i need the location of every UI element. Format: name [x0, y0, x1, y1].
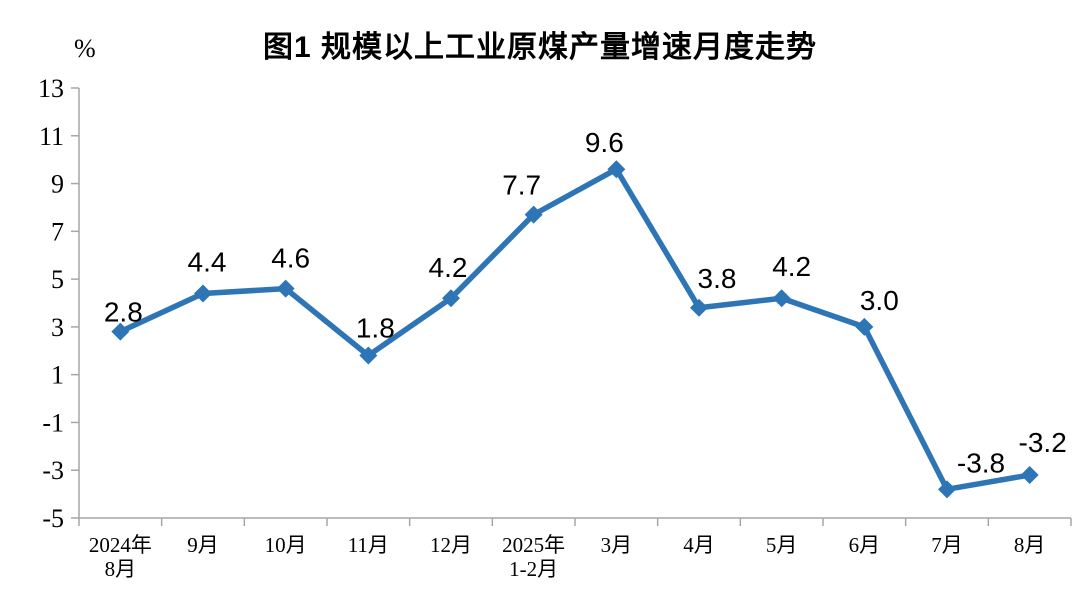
- data-point-marker: [855, 317, 874, 336]
- data-point-marker: [938, 480, 956, 499]
- data-point-label: 9.6: [585, 127, 624, 158]
- data-point-label: 7.7: [502, 170, 541, 201]
- x-axis-category-label: 6月: [849, 533, 881, 557]
- data-point-label: 4.2: [429, 252, 468, 283]
- y-axis-tick-label: -5: [42, 504, 64, 533]
- data-point-label: 4.6: [271, 243, 310, 274]
- y-axis-tick-label: 1: [51, 361, 64, 390]
- x-axis-category-label: 7月: [931, 533, 963, 557]
- x-axis-category-label: 4月: [683, 533, 715, 557]
- x-axis-category-label: 8月: [105, 557, 137, 581]
- y-axis-tick-label: 11: [39, 122, 64, 151]
- chart-title: 图1 规模以上工业原煤产量增速月度走势: [262, 31, 818, 64]
- data-point-marker: [607, 160, 626, 179]
- y-axis-tick-label: 5: [51, 265, 64, 294]
- y-axis-tick-label: -1: [42, 408, 64, 437]
- y-axis-tick-label: 7: [51, 217, 64, 246]
- data-point-marker: [442, 289, 460, 308]
- y-axis-tick-label: -3: [42, 456, 64, 485]
- data-point-label: 1.8: [356, 313, 395, 344]
- x-axis-category-label: 11月: [348, 533, 389, 557]
- data-point-marker: [524, 205, 543, 224]
- x-axis-category-label: 5月: [766, 533, 798, 557]
- data-point-marker: [276, 279, 295, 298]
- data-point-label: 2.8: [104, 297, 143, 328]
- data-point-marker: [111, 322, 130, 341]
- data-point-label: -3.2: [1019, 427, 1067, 458]
- x-axis-category-label: 2024年: [89, 533, 152, 557]
- x-axis-category-label: 10月: [265, 533, 307, 557]
- x-axis-category-label: 9月: [187, 533, 219, 557]
- y-axis-tick-label: 3: [51, 313, 64, 342]
- x-axis-category-label: 3月: [601, 533, 633, 557]
- data-point-marker: [772, 289, 791, 308]
- x-axis-category-label: 12月: [430, 533, 472, 557]
- data-point-label: -3.8: [957, 447, 1005, 478]
- data-point-label: 3.0: [860, 285, 899, 316]
- x-axis-category-label: 2025年: [502, 533, 565, 557]
- x-axis-category-label: 8月: [1014, 533, 1046, 557]
- data-point-marker: [194, 284, 212, 303]
- data-point-label: 4.2: [772, 251, 811, 282]
- data-point-marker: [359, 346, 378, 365]
- data-point-label: 3.8: [698, 263, 737, 294]
- y-axis-unit-label: %: [74, 34, 96, 63]
- data-point-label: 4.4: [188, 246, 227, 277]
- data-point-marker: [690, 298, 708, 317]
- x-axis-category-label: 1-2月: [509, 557, 558, 581]
- data-point-marker: [1020, 466, 1039, 484]
- y-axis-tick-label: 13: [38, 74, 64, 103]
- y-axis-tick-label: 9: [51, 170, 64, 199]
- series-line: [117, 166, 1033, 493]
